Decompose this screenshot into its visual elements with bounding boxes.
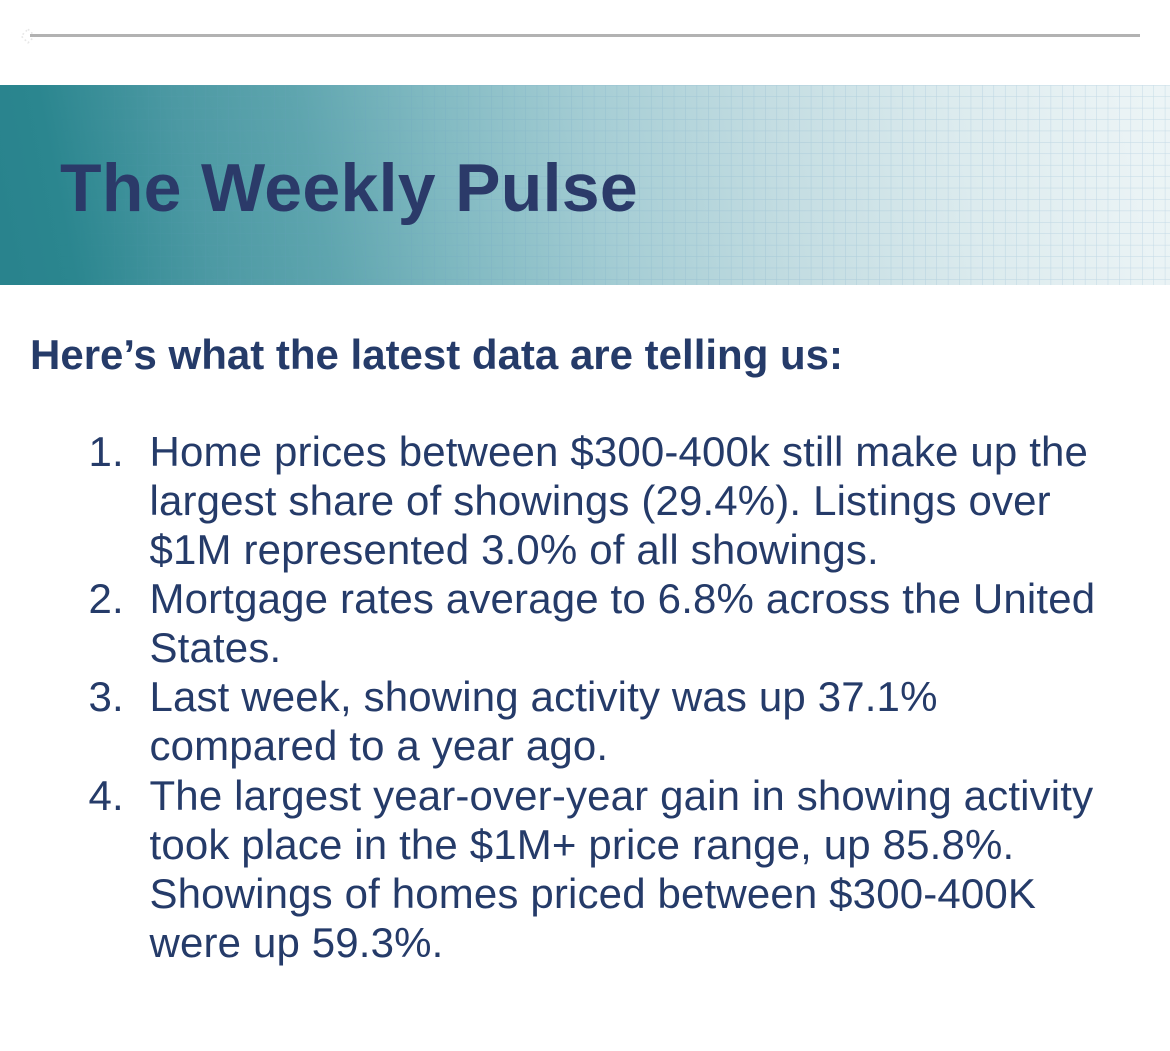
top-divider-line bbox=[30, 34, 1140, 37]
slide-title: The Weekly Pulse bbox=[60, 150, 639, 227]
key-point-number: 3. bbox=[88, 673, 124, 721]
key-point-number: 1. bbox=[88, 427, 124, 475]
key-point-text: The largest year-over-year gain in showi… bbox=[149, 771, 1094, 967]
diamond-ornament-icon bbox=[20, 28, 36, 44]
key-point-number: 4. bbox=[88, 771, 124, 819]
key-points-list: 1. Home prices between $300-400k still ma… bbox=[0, 427, 1160, 968]
banner-gradient-grid-background bbox=[0, 85, 1170, 285]
key-point-text: Home prices between $300-400k still make… bbox=[149, 427, 1089, 573]
key-point-item-2: 2. Mortgage rates average to 6.8% across … bbox=[0, 574, 1160, 672]
title-banner: The Weekly Pulse bbox=[0, 85, 1170, 285]
key-point-item-3: 3. Last week, showing activity was up 37.… bbox=[0, 672, 1160, 770]
key-point-text: Mortgage rates average to 6.8% across th… bbox=[149, 574, 1096, 672]
key-point-item-1: 1. Home prices between $300-400k still ma… bbox=[0, 427, 1160, 574]
key-point-item-4: 4. The largest year-over-year gain in sho… bbox=[0, 771, 1160, 968]
key-point-text: Last week, showing activity was up 37.1%… bbox=[149, 673, 938, 770]
intro-heading: Here’s what the latest data are telling … bbox=[30, 331, 844, 379]
key-point-number: 2. bbox=[88, 574, 124, 622]
